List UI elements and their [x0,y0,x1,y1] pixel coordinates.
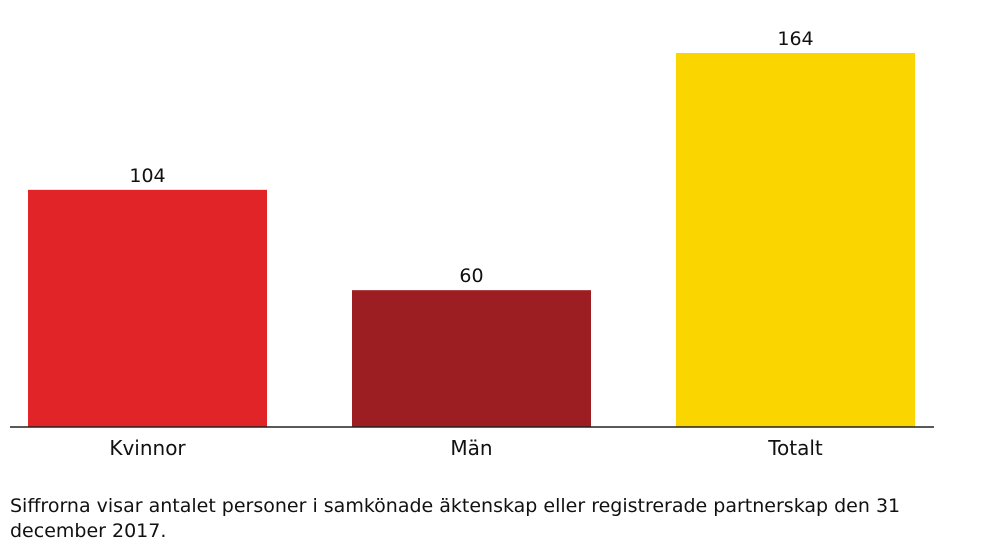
bar-chart: 104 60 164 Kvinnor Män Totalt [10,28,934,460]
footnote: Siffrorna visar antalet personer i samkö… [10,495,901,542]
category-labels-group: Kvinnor Män Totalt [109,436,823,460]
category-label-m-n: Män [450,436,492,460]
bar-totalt [676,53,915,427]
category-label-totalt: Totalt [767,436,823,460]
value-label-m-n: 60 [459,265,483,287]
value-label-totalt: 164 [777,28,813,50]
bar-kvinnor [28,189,267,427]
bars-group [28,53,915,427]
value-labels-group: 104 60 164 [129,28,813,287]
bar-m-n [352,290,591,427]
category-label-kvinnor: Kvinnor [109,436,186,460]
value-label-kvinnor: 104 [129,165,165,187]
